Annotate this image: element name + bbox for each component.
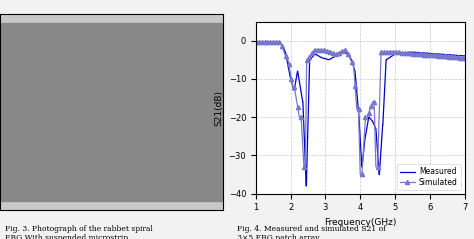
Measured xyxy=(270,41,275,44)
Measured xyxy=(303,185,309,187)
Measured xyxy=(253,41,259,44)
Simulated xyxy=(367,108,373,111)
Text: Fig. 3. Photograph of the rabbet spiral
EBG With suspended microstrip: Fig. 3. Photograph of the rabbet spiral … xyxy=(5,225,153,239)
X-axis label: Frequency(GHz): Frequency(GHz) xyxy=(324,218,396,227)
Measured xyxy=(441,53,447,56)
Simulated xyxy=(441,55,447,58)
Simulated xyxy=(356,108,361,111)
Line: Measured: Measured xyxy=(256,43,465,186)
Simulated xyxy=(391,51,396,54)
Simulated xyxy=(357,173,363,176)
Measured xyxy=(462,54,467,57)
Measured xyxy=(416,51,421,54)
Simulated xyxy=(253,40,259,43)
Measured xyxy=(437,53,442,55)
Text: Fig. 4. Measured and simulated S21 of
3×5 EBG patch array: Fig. 4. Measured and simulated S21 of 3×… xyxy=(237,225,386,239)
Simulated xyxy=(462,56,467,59)
Measured xyxy=(274,41,280,44)
Measured xyxy=(448,54,454,56)
Simulated xyxy=(317,49,322,52)
Legend: Measured, Simulated: Measured, Simulated xyxy=(397,164,461,190)
Line: Simulated: Simulated xyxy=(254,40,466,177)
Simulated xyxy=(395,51,401,54)
Y-axis label: S21(dB): S21(dB) xyxy=(214,90,223,125)
